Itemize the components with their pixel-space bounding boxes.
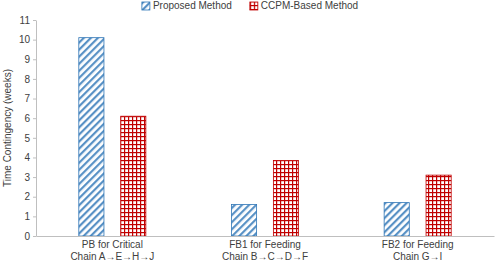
legend: Proposed Method CCPM-Based Method: [142, 0, 358, 11]
legend-label: Proposed Method: [153, 0, 232, 11]
bar: [384, 203, 409, 236]
y-tick-label: 10: [19, 34, 31, 45]
y-tick-mark: [33, 197, 36, 198]
legend-item: Proposed Method: [142, 0, 232, 11]
x-tick: FB2 for FeedingChain G→I: [382, 236, 454, 262]
y-tick-label: 11: [20, 15, 31, 26]
y-tick-mark: [33, 216, 36, 217]
y-tick: 2: [24, 191, 36, 202]
y-tick: 5: [24, 133, 36, 144]
bars: [79, 38, 451, 236]
y-axis-title: Time Contingency (weeks): [2, 69, 13, 187]
y-tick-mark: [33, 118, 36, 119]
y-axis: 0 1 2 3 4 5 6 7 8 9 10 11: [19, 15, 37, 242]
bar: [79, 38, 104, 236]
x-tick: PB for CriticalChain A→E→H→J: [70, 236, 154, 262]
y-tick-mark: [33, 79, 36, 80]
bar: [273, 160, 298, 236]
y-tick-label: 6: [24, 113, 30, 124]
y-tick-label: 8: [24, 74, 30, 85]
x-tick-label: FB1 for FeedingChain B→C→D→F: [222, 239, 308, 262]
y-tick-label: 4: [24, 152, 30, 163]
chart: 0 1 2 3 4 5 6 7 8 9 10 11 PB for CriticalChain A→E→H…: [0, 0, 500, 268]
y-tick: 6: [24, 113, 36, 124]
y-tick: 4: [24, 152, 36, 163]
bar: [426, 175, 451, 236]
y-tick: 7: [24, 93, 36, 104]
y-tick: 3: [24, 172, 36, 183]
y-tick-label: 2: [24, 191, 30, 202]
y-tick-label: 1: [24, 211, 30, 222]
y-tick-mark: [33, 20, 36, 21]
x-tick-label: PB for CriticalChain A→E→H→J: [70, 239, 154, 262]
x-tick: FB1 for FeedingChain B→C→D→F: [222, 236, 308, 262]
bar: [121, 116, 146, 236]
y-tick-mark: [33, 99, 36, 100]
y-tick: 10: [19, 34, 36, 45]
y-axis-line: [36, 21, 37, 237]
x-tick-label: FB2 for FeedingChain G→I: [382, 239, 454, 262]
y-tick-label: 0: [24, 231, 30, 242]
y-tick: 11: [20, 15, 36, 26]
legend-swatch: [142, 2, 150, 10]
y-tick-mark: [33, 59, 36, 60]
y-tick-mark: [33, 157, 36, 158]
y-tick: 9: [24, 54, 36, 65]
y-tick-label: 7: [24, 93, 30, 104]
bar: [231, 205, 256, 236]
y-tick: 8: [24, 74, 36, 85]
legend-item: CCPM-Based Method: [250, 0, 358, 11]
x-axis-line: [37, 236, 495, 237]
x-axis: PB for CriticalChain A→E→H→J FB1 for Feed…: [37, 236, 495, 262]
y-tick: 0: [24, 231, 36, 242]
y-tick-label: 3: [24, 172, 30, 183]
y-tick-mark: [33, 177, 36, 178]
legend-label: CCPM-Based Method: [261, 0, 358, 11]
y-tick-label: 9: [24, 54, 30, 65]
y-tick: 1: [24, 211, 36, 222]
y-tick-mark: [33, 138, 36, 139]
legend-swatch: [250, 2, 258, 10]
y-tick-mark: [33, 40, 36, 41]
y-tick-label: 5: [24, 133, 30, 144]
y-tick-mark: [33, 236, 36, 237]
